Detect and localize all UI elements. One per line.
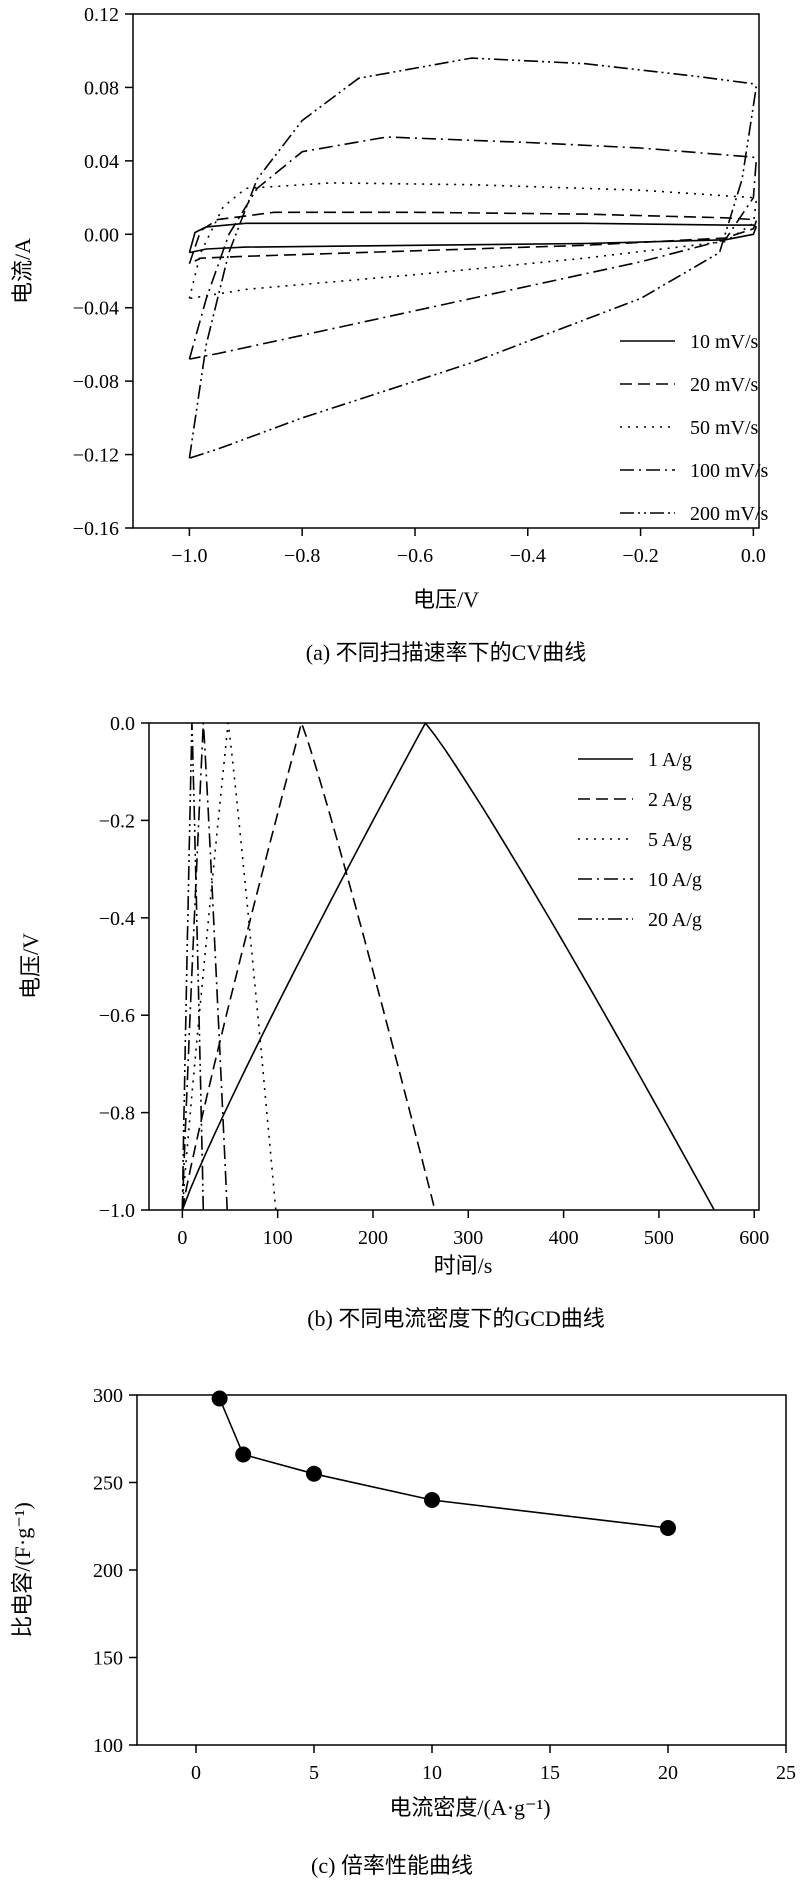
cv-curve-series [188,136,758,360]
panel-c-ticks: 0 5 10 15 20 25 100 150 200 250 300 [93,1385,796,1784]
panel-b-ytick-label: −1.0 [99,1200,135,1222]
cv-curve-series [188,57,758,459]
gcd-curve-series [181,722,205,1211]
panel-a-ticks: −1.0 −0.8 −0.6 −0.4 −0.2 0.0 −0.16 −0.12 −0.08 −0… [73,4,766,567]
rate-data-point [235,1446,252,1463]
panel-b-xtick-label: 100 [263,1227,293,1249]
gcd-curve-series [181,722,436,1211]
panel-a-ylabel: 电流/A [10,238,35,304]
rate-data-point [306,1465,322,1482]
panel-a-ytick-label: −0.16 [73,518,119,540]
panel-a-xlabel: 电压/V [413,587,479,612]
panel-b-xtick-label: 0 [177,1227,187,1249]
panel-b-ytick-label: −0.8 [99,1103,135,1125]
panel-b-legend-label: 1 A/g [648,749,692,771]
panel-c-ytick-label: 200 [93,1560,123,1582]
panel-a-ytick-label: −0.08 [73,371,119,393]
panel-c-xtick-label: 15 [540,1762,560,1784]
rate-data-point [211,1390,228,1407]
panel-a-legend-label: 50 mV/s [690,417,759,439]
gcd-curve-series [181,722,277,1211]
panel-c-plot-area [211,1390,676,1536]
panel-b-ytick-label: −0.2 [99,810,135,832]
panel-b-ytick-label: −0.6 [99,1005,135,1027]
rate-data-point [660,1520,676,1536]
panel-c-xtick-label: 10 [422,1762,442,1784]
panel-c-axes-frame [136,1394,787,1746]
panel-a-ytick-label: 0.12 [84,4,119,26]
panel-c-ylabel: 比电容/(F·g⁻¹) [10,1502,35,1638]
panel-c-caption: (c) 倍率性能曲线 [311,1853,473,1878]
panel-c-xtick-label: 0 [191,1762,201,1784]
panel-a-ytick-label: 0.08 [84,77,119,99]
panel-b-ytick-label: −0.4 [99,908,135,930]
cv-curve-series [188,211,758,265]
panel-a-xtick-label: −1.0 [171,545,207,567]
panel-b-xtick-label: 300 [453,1227,483,1249]
panel-b-xtick-label: 400 [549,1227,579,1249]
panel-c-ytick-label: 100 [93,1735,123,1757]
panel-b-xtick-label: 600 [739,1227,769,1249]
panel-a-ytick-label: 0.00 [84,224,119,246]
panel-a-ytick-label: −0.04 [73,298,119,320]
panel-c: 0 5 10 15 20 25 100 150 200 250 300 电流密度/(A·g⁻¹) 比… [10,1385,796,1878]
panel-b-caption: (b) 不同电流密度下的GCD曲线 [307,1306,605,1331]
panel-b-ylabel: 电压/V [18,933,43,999]
panel-b-legend-label: 5 A/g [648,829,692,851]
panel-a-xtick-label: 0.0 [741,545,766,567]
cv-curve-series [188,182,758,300]
panel-a-legend-label: 20 mV/s [690,374,759,396]
panel-b-xlabel: 时间/s [434,1253,493,1278]
rate-line [218,1398,669,1529]
gcd-curve-series [181,722,715,1211]
panel-a-axes-frame [132,13,760,529]
panel-a-caption: (a) 不同扫描速率下的CV曲线 [306,640,586,665]
panel-b-legend: 1 A/g 2 A/g 5 A/g 10 A/g 20 A/g [578,749,702,931]
panel-a-xtick-label: −0.4 [510,545,546,567]
rate-data-point [424,1492,440,1508]
panel-b-axes-frame [148,722,760,1211]
panel-c-xtick-label: 20 [658,1762,678,1784]
panel-a-legend-label: 200 mV/s [690,503,769,525]
panel-a-xtick-label: −0.8 [284,545,320,567]
panel-a-legend: 10 mV/s 20 mV/s 50 mV/s 100 mV/s 200 mV/s [620,331,769,525]
panel-b-xtick-label: 500 [644,1227,674,1249]
panel-b: 0 100 200 300 400 500 600 −1.0 −0.8 −0.6 −0.4 −0.2 0… [18,713,769,1331]
panel-a: −1.0 −0.8 −0.6 −0.4 −0.2 0.0 −0.16 −0.12 −0.08 −0… [10,4,769,665]
panel-a-ytick-label: 0.04 [84,151,119,173]
panel-b-legend-label: 10 A/g [648,869,702,891]
panel-c-ytick-label: 150 [93,1648,123,1670]
panel-c-xtick-label: 5 [309,1762,319,1784]
panel-c-xtick-label: 25 [776,1762,796,1784]
panel-a-plot-area [188,57,758,459]
panel-b-ytick-label: 0.0 [110,713,135,735]
gcd-curve-series [181,722,228,1211]
panel-a-legend-label: 100 mV/s [690,460,769,482]
panel-a-xtick-label: −0.6 [397,545,433,567]
panel-b-plot-area [181,722,715,1211]
panel-a-xtick-label: −0.2 [622,545,658,567]
panel-c-ytick-label: 250 [93,1473,123,1495]
panel-b-legend-label: 2 A/g [648,789,692,811]
panel-a-ytick-label: −0.12 [73,445,119,467]
panel-c-ytick-label: 300 [93,1385,123,1407]
panel-b-ticks: 0 100 200 300 400 500 600 −1.0 −0.8 −0.6 −0.4 −0.2 0… [99,713,770,1249]
panel-b-xtick-label: 200 [358,1227,388,1249]
panel-c-xlabel: 电流密度/(A·g⁻¹) [389,1795,550,1820]
panel-b-legend-label: 20 A/g [648,909,702,931]
panel-a-legend-label: 10 mV/s [690,331,759,353]
